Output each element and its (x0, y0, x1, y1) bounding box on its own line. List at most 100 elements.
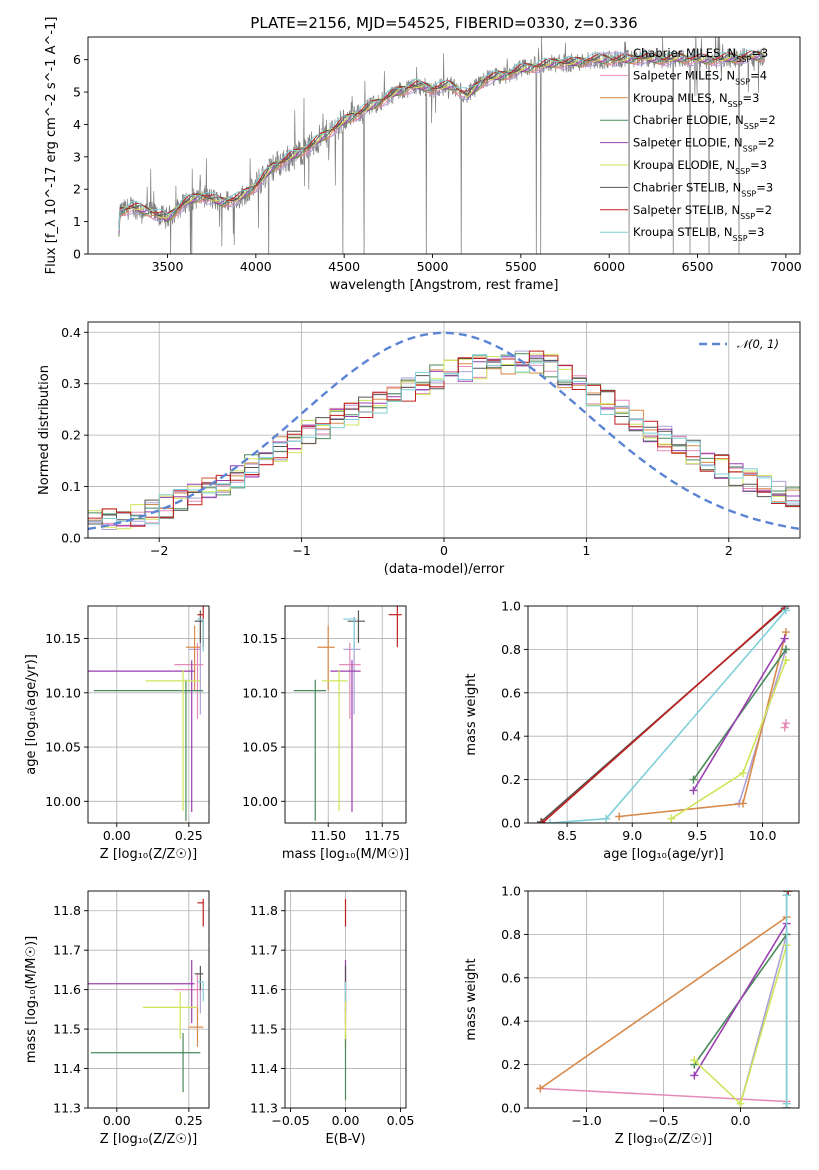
legend-entry: Chabrier MILES, NSSP=3 (633, 46, 768, 64)
errorbar-point (293, 679, 327, 821)
panel-mass-vs-ebv: −0.05 0.00 0.05 11.3 11.4 11.5 11.6 11.7 11.8 E(B… (250, 890, 414, 1147)
x-tick-label: 5500 (505, 259, 537, 274)
mass-weight-marker (689, 775, 698, 784)
y-tick-label: 1.0 (501, 599, 521, 614)
model-spectrum-salpeter-stelib (118, 50, 765, 229)
plot-area (88, 898, 204, 1093)
y-tick-label: 0.1 (61, 479, 81, 494)
axes-frame (87, 36, 801, 255)
y-tick-label: 0 (73, 247, 81, 262)
x-tick-label: 6000 (593, 259, 625, 274)
legend: Chabrier MILES, NSSP=3 Salpeter MILES, NS… (600, 46, 776, 243)
y-tick-label: 0.6 (501, 685, 521, 700)
y-tick-label: 11.4 (250, 1061, 278, 1076)
mass-weight-marker (615, 812, 624, 821)
panel-mass-vs-Z: 0.00 0.25 11.3 11.4 11.5 11.6 11.7 11.8 Z [log₁₀… (24, 890, 210, 1147)
errorbar-point (88, 960, 195, 1024)
x-tick-label: 11.50 (310, 828, 346, 843)
x-axis-label: E(B-V) (325, 1132, 365, 1147)
y-tick-label: 10.15 (45, 631, 81, 646)
errorbar-point (343, 618, 357, 652)
y-axis-label: age [log₁₀(age/yr)] (24, 654, 39, 775)
plot-area (88, 606, 204, 821)
errorbar-point (142, 991, 198, 1039)
mass-weight-line-kroupa-miles (539, 916, 788, 1090)
y-tick-label: 11.6 (53, 982, 81, 997)
mass-weight-marker (781, 628, 790, 637)
y-tick-label: 10.05 (45, 740, 81, 755)
x-tick-label: 0.00 (103, 1113, 131, 1128)
x-tick-label: 9.5 (687, 828, 707, 843)
errorbar-point (339, 642, 361, 719)
y-tick-label: 4 (73, 117, 81, 132)
mass-weight-marker (780, 723, 789, 732)
errorbar-point (88, 660, 195, 813)
errorbar-point (188, 1007, 204, 1047)
x-axis-label: age [log₁₀(age/yr)] (603, 847, 724, 862)
x-axis-label: wavelength [Angstrom, rest frame] (330, 278, 559, 293)
x-axis-label: Z [log₁₀(Z/Z☉)] (100, 847, 197, 862)
x-tick-label: 5000 (417, 259, 449, 274)
x-tick-label: 0.00 (103, 828, 131, 843)
figure-title: PLATE=2156, MJD=54525, FIBERID=0330, z=0… (250, 14, 637, 32)
y-tick-label: 0.4 (501, 1014, 521, 1029)
y-tick-label: 10.10 (242, 685, 278, 700)
y-tick-label: 0.2 (61, 428, 81, 443)
y-tick-label: 0.2 (501, 1057, 521, 1072)
mass-weight-marker (690, 1071, 699, 1080)
y-tick-label: 3 (73, 149, 81, 164)
mass-weight-marker (781, 719, 790, 728)
x-tick-label: 9.0 (622, 828, 642, 843)
x-tick-label: 10.0 (749, 828, 777, 843)
mass-weight-marker (736, 1099, 745, 1108)
y-tick-label: 11.3 (250, 1101, 278, 1116)
errorbar-point (194, 610, 204, 643)
mass-weight-marker (782, 891, 791, 900)
x-tick-label: 4500 (328, 259, 360, 274)
x-tick-label: 0.25 (175, 828, 203, 843)
y-tick-label: 0.8 (501, 642, 521, 657)
mass-weight-line-salpeter-stelib (541, 606, 787, 823)
errorbar-point (90, 1033, 201, 1093)
x-tick-label: 7000 (770, 259, 802, 274)
errorbar-point (330, 660, 361, 813)
mass-weight-marker (781, 606, 790, 615)
legend-entry: Kroupa MILES, NSSP=3 (633, 91, 759, 109)
legend-entry: Salpeter ELODIE, NSSP=2 (633, 136, 775, 154)
x-tick-label: −1.0 (571, 1113, 601, 1128)
mass-weight-marker (782, 1099, 791, 1108)
y-tick-label: 5 (73, 85, 81, 100)
panel-age-vs-mass: 11.50 11.75 10.00 10.05 10.10 10.15 mass [log₁… (242, 605, 409, 862)
y-tick-label: 0.4 (501, 729, 521, 744)
x-tick-label: 0.25 (175, 1113, 203, 1128)
axes-frame (87, 605, 210, 824)
plot-area (537, 606, 790, 823)
residual-histogram-kroupa-stelib (88, 354, 800, 525)
mass-weight-line-salpeter-miles (540, 1087, 787, 1103)
y-tick-label: 11.7 (250, 943, 278, 958)
x-tick-label: −0.5 (648, 1113, 678, 1128)
y-tick-label: 11.6 (250, 982, 278, 997)
plot-area (293, 606, 402, 821)
panel-age-vs-Z: 0.00 0.25 10.00 10.05 10.10 10.15 Z [log₁₀(Z/Z… (24, 605, 210, 862)
errorbar-point (174, 973, 204, 1014)
y-tick-label: 11.7 (53, 943, 81, 958)
y-axis-label: mass weight (464, 673, 479, 755)
x-tick-label: 11.75 (364, 828, 400, 843)
x-axis-label: Z [log₁₀(Z/Z☉)] (100, 1132, 197, 1147)
x-axis-label: mass [log₁₀(M/M☉)] (282, 847, 409, 862)
y-tick-label: 11.3 (53, 1101, 81, 1116)
x-axis-label: Z [log₁₀(Z/Z☉)] (615, 1132, 712, 1147)
panel-spectrum: 3500 4000 4500 5000 5500 6000 6500 7000 0 1 2 3 4 5 6 w… (44, 17, 802, 293)
y-tick-label: 10.00 (242, 794, 278, 809)
mass-weight-line-salpeter-elodie (692, 638, 786, 791)
panel-mass-weight-vs-age: 8.5 9.0 9.5 10.0 0.0 0.2 0.4 0.6 0.8 1.0 age [log₁… (464, 599, 800, 862)
legend-entry: Chabrier STELIB, NSSP=3 (633, 180, 773, 198)
y-tick-label: 0.0 (501, 1101, 521, 1116)
x-tick-label: 3500 (152, 259, 184, 274)
mass-weight-marker (546, 819, 555, 823)
errorbar-point (321, 670, 348, 812)
mass-weight-marker (738, 769, 747, 778)
errorbar-point (388, 606, 402, 648)
